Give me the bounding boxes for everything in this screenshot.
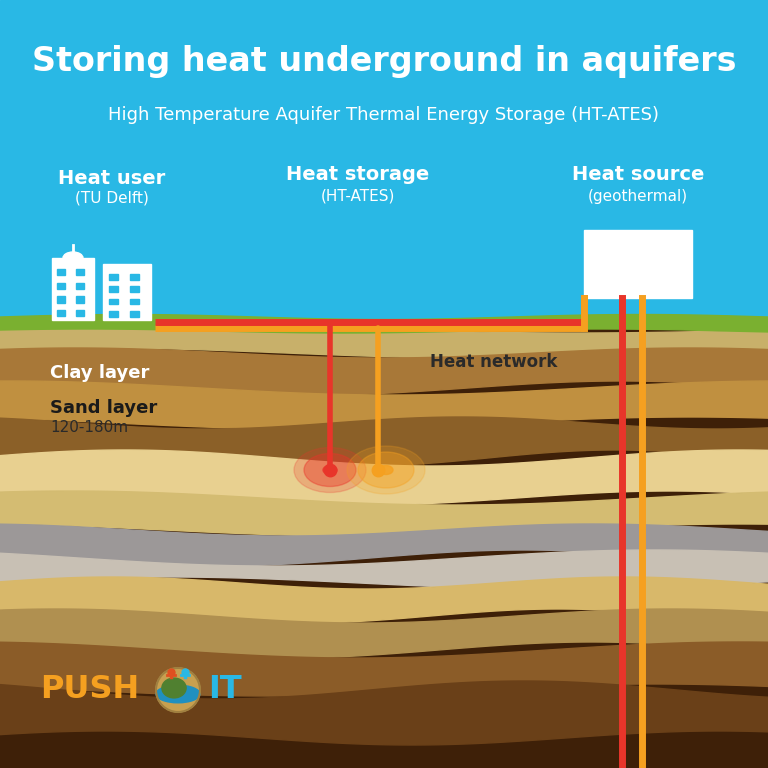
- Bar: [75, 283, 84, 289]
- Bar: [109, 274, 118, 280]
- Polygon shape: [0, 524, 768, 566]
- Polygon shape: [0, 577, 768, 623]
- Text: 120-180m: 120-180m: [50, 421, 128, 435]
- Polygon shape: [0, 491, 768, 536]
- Bar: [109, 299, 118, 304]
- Polygon shape: [0, 381, 768, 429]
- Bar: [57, 310, 65, 316]
- Ellipse shape: [347, 446, 425, 494]
- Polygon shape: [0, 609, 768, 658]
- Ellipse shape: [304, 453, 356, 486]
- Bar: [130, 311, 140, 316]
- Text: Heat storage: Heat storage: [286, 165, 429, 184]
- Bar: [75, 310, 84, 316]
- Ellipse shape: [162, 678, 186, 698]
- Bar: [52, 258, 94, 320]
- Bar: [57, 296, 65, 303]
- Text: Heat user: Heat user: [58, 168, 166, 187]
- Polygon shape: [0, 681, 768, 745]
- Ellipse shape: [294, 448, 366, 492]
- Text: PUSH: PUSH: [40, 674, 139, 706]
- Polygon shape: [0, 327, 768, 358]
- Polygon shape: [0, 450, 768, 505]
- Text: Sand layer: Sand layer: [50, 399, 157, 417]
- Bar: [0, 325, 768, 768]
- Text: Clay layer: Clay layer: [50, 364, 149, 382]
- Bar: [75, 269, 84, 276]
- Bar: [130, 274, 140, 280]
- Text: Heat network: Heat network: [430, 353, 558, 371]
- Text: (TU Delft): (TU Delft): [75, 190, 149, 206]
- Ellipse shape: [63, 252, 83, 264]
- Text: Storing heat underground in aquifers: Storing heat underground in aquifers: [31, 45, 737, 78]
- Ellipse shape: [379, 465, 393, 475]
- Ellipse shape: [156, 668, 200, 712]
- Polygon shape: [0, 642, 768, 696]
- Polygon shape: [0, 550, 768, 589]
- Text: High Temperature Aquifer Thermal Energy Storage (HT-ATES): High Temperature Aquifer Thermal Energy …: [108, 106, 660, 124]
- Text: (geothermal): (geothermal): [588, 188, 688, 204]
- Polygon shape: [0, 315, 768, 333]
- Ellipse shape: [156, 685, 200, 703]
- Text: IT: IT: [208, 674, 242, 706]
- Text: Heat source: Heat source: [572, 165, 704, 184]
- Bar: [75, 296, 84, 303]
- Bar: [130, 299, 140, 304]
- Ellipse shape: [323, 465, 337, 475]
- Bar: [109, 311, 118, 316]
- Bar: [0, 0, 768, 335]
- Bar: [584, 230, 692, 298]
- Bar: [57, 269, 65, 276]
- Polygon shape: [0, 417, 768, 466]
- Bar: [103, 264, 151, 320]
- Text: (HT-ATES): (HT-ATES): [321, 188, 396, 204]
- Polygon shape: [0, 348, 768, 395]
- Bar: [130, 286, 140, 292]
- Bar: [109, 286, 118, 292]
- Ellipse shape: [358, 452, 414, 488]
- Bar: [57, 283, 65, 289]
